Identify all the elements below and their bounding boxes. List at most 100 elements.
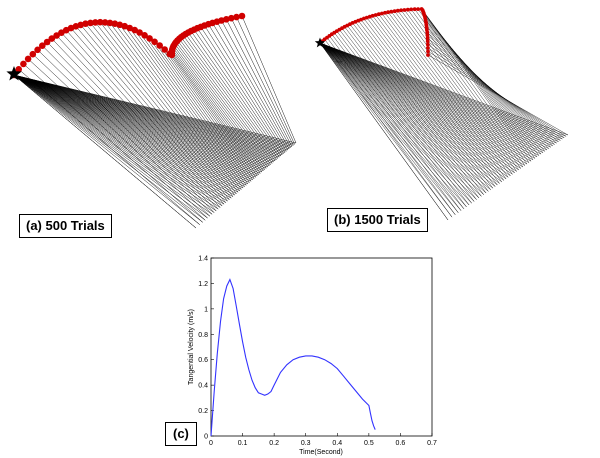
- trajectory-point-a: [82, 20, 89, 28]
- arm-line-a: [13, 25, 286, 153]
- arm-line-a: [13, 26, 244, 189]
- arm-line-a: [13, 30, 223, 206]
- trajectory-point-a: [87, 19, 94, 27]
- panel-b-label: (b) 1500 Trials: [327, 208, 428, 232]
- x-tick-label: 0.7: [427, 440, 437, 447]
- trajectory-point-a: [223, 15, 230, 23]
- trajectory-point-b: [405, 7, 410, 12]
- arm-line-b: [319, 15, 500, 184]
- y-tick-label: 0.4: [198, 383, 208, 390]
- trajectory-point-b: [399, 8, 403, 13]
- arm-line-a: [13, 22, 232, 199]
- panel-c-velocity-chart: 0 0.1 0.2 0.3 0.4 0.5 0.6 0.7 0 0.2 0.4 0.6 0.8 1 1.2…: [188, 256, 437, 457]
- arm-line-b: [319, 35, 557, 144]
- arm-line-a: [13, 22, 234, 197]
- arm-line-b: [319, 11, 513, 175]
- arm-line-a: [13, 74, 197, 229]
- arm-line-b: [319, 32, 555, 145]
- trajectory-point-b: [383, 10, 387, 15]
- arm-line-b: [319, 12, 509, 178]
- trajectory-point-a: [24, 55, 32, 63]
- arm-line-a: [13, 22, 235, 196]
- arm-line-a: [13, 32, 249, 185]
- trajectory-point-a: [48, 35, 56, 42]
- arm-line-a: [13, 42, 270, 167]
- y-tick-label: 0.8: [198, 332, 208, 339]
- trajectory-point-a: [101, 19, 109, 26]
- trajectory-point-a: [151, 38, 158, 46]
- trajectory-point-b: [395, 8, 400, 13]
- arm-line-a: [13, 29, 282, 157]
- arm-line-a: [13, 33, 278, 161]
- velocity-series-line: [210, 278, 376, 437]
- y-tick-label: 1: [204, 306, 208, 313]
- arm-line-b: [319, 30, 470, 206]
- arm-line-a: [13, 38, 273, 164]
- x-tick-label: 0.1: [238, 440, 248, 447]
- arm-line-a: [13, 18, 294, 146]
- arm-line-b: [319, 42, 449, 221]
- trajectory-point-b: [370, 13, 375, 18]
- star-icon: [314, 37, 326, 48]
- arm-line-b: [319, 24, 549, 149]
- trajectory-point-b: [359, 17, 363, 22]
- arm-line-b: [319, 42, 565, 138]
- arm-line-a: [13, 22, 239, 193]
- trajectory-point-b: [367, 14, 372, 19]
- trajectory-point-a: [15, 66, 22, 73]
- trajectory-point-b: [373, 13, 378, 17]
- y-tick-label: 0.2: [198, 408, 208, 415]
- arm-line-b: [319, 13, 507, 180]
- trajectory-point-b: [389, 9, 394, 14]
- trajectory-point-b: [376, 12, 381, 17]
- trajectory-point-a: [20, 60, 27, 68]
- trajectory-point-b: [426, 53, 430, 57]
- y-axis-ticks: 0 0.2 0.4 0.6 0.8 1 1.2 1.4: [198, 256, 214, 441]
- arm-line-a: [13, 35, 219, 210]
- arm-line-a: [13, 29, 247, 186]
- arm-line-a: [13, 24, 228, 202]
- arm-line-b: [319, 9, 528, 165]
- trajectory-point-b: [416, 7, 420, 11]
- arm-line-b: [319, 8, 530, 163]
- arm-line-a: [13, 49, 211, 217]
- arm-line-a: [13, 40, 272, 165]
- arm-line-a: [13, 21, 290, 150]
- arm-line-a: [13, 49, 265, 172]
- arm-line-a: [13, 23, 240, 192]
- panel-a-arm-trajectories: [6, 12, 297, 229]
- trajectory-point-b: [425, 30, 430, 35]
- x-tick-label: 0.4: [332, 440, 342, 447]
- trajectory-point-a: [136, 29, 143, 36]
- arm-line-b: [319, 10, 519, 171]
- trajectory-point-a: [156, 42, 163, 49]
- arm-line-a: [13, 45, 267, 169]
- x-tick-label: 0.6: [396, 440, 406, 447]
- arm-line-b: [319, 12, 511, 176]
- arm-line-b: [319, 16, 498, 186]
- arm-line-a: [13, 49, 257, 178]
- arm-line-b: [319, 38, 559, 142]
- arm-line-b: [319, 22, 484, 195]
- trajectory-point-a: [228, 14, 235, 22]
- y-tick-label: 0.6: [198, 357, 208, 364]
- trajectory-point-a: [233, 13, 240, 21]
- arm-line-a: [13, 27, 245, 187]
- arm-line-a: [13, 43, 269, 168]
- arm-line-a: [13, 24, 287, 152]
- y-axis-label: Tangential Velocity (m/s): [188, 309, 195, 385]
- trajectory-point-a: [146, 35, 153, 42]
- trajectory-point-b: [426, 46, 430, 50]
- arm-line-a: [13, 32, 221, 208]
- arm-line-b: [319, 14, 502, 183]
- trajectory-point-a: [131, 26, 138, 34]
- x-tick-label: 0: [209, 440, 213, 447]
- panel-b-arm-trajectories: [314, 7, 569, 221]
- arm-line-a: [13, 47, 266, 170]
- arm-line-b: [319, 14, 505, 181]
- arm-line-a: [13, 15, 297, 144]
- arm-line-b: [319, 39, 456, 215]
- arm-line-b: [319, 9, 534, 160]
- arm-line-b: [319, 11, 515, 173]
- x-axis-label: Time(Second): [299, 449, 343, 456]
